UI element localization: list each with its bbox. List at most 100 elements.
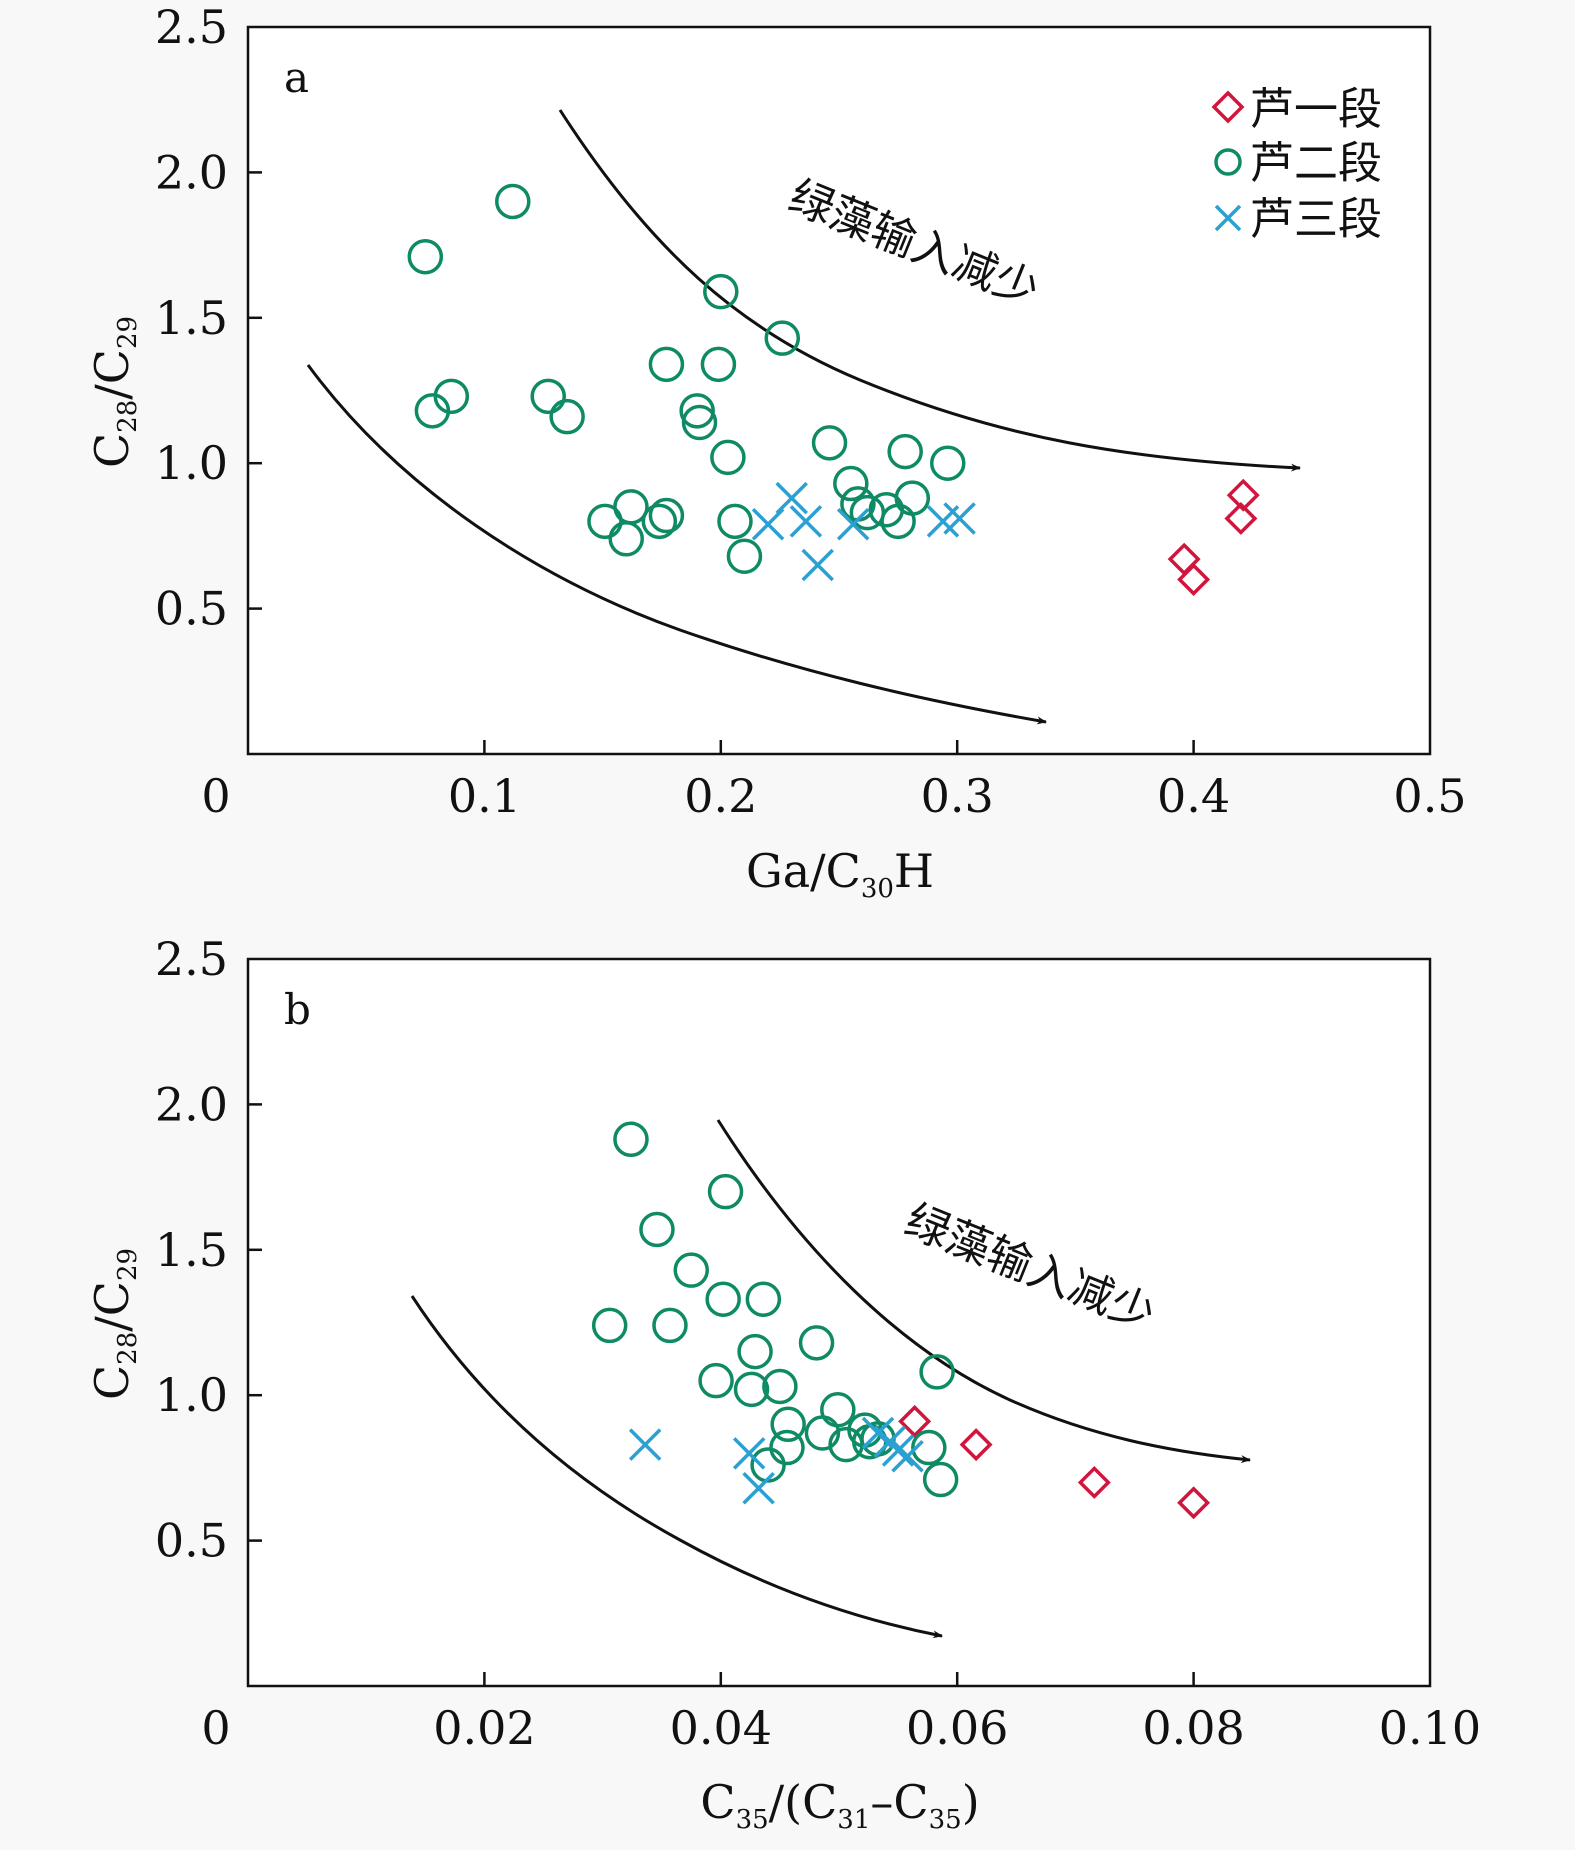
data-point-lu2 [707,1173,744,1210]
y-tick-label: 2.5 [155,932,228,986]
data-point-lu2 [681,404,718,441]
data-point-lu2 [919,1354,955,1390]
y-tick-label: 2.0 [155,145,228,199]
data-point-lu2 [911,1429,947,1466]
tick-labels-a: 0 0.1 0.2 0.3 0.4 0.5 0.5 1.0 1.5 2.0 2.5 [155,0,1467,823]
data-point-lu2 [726,538,763,575]
data-point-lu2 [641,503,678,540]
y-tick-label: 1.5 [155,1223,228,1277]
data-point-lu3 [801,548,834,582]
data-point-lu3 [943,502,976,535]
x-axis-label-a: Ga/C30H [746,844,934,904]
data-point-lu2 [433,378,470,415]
data-point-lu2 [833,465,869,502]
data-point-lu2 [762,1368,798,1405]
data-points-a [407,183,1260,596]
legend-label-lu2: 芦二段 [1250,138,1382,189]
data-point-lu2 [591,1307,628,1344]
y-axis-label-a: C28/C29 [85,316,143,468]
y-tick-label: 2.5 [155,0,228,54]
data-point-lu2 [922,1461,959,1498]
legend-marker-lu1 [1211,90,1245,124]
data-point-lu2 [811,425,848,461]
data-point-lu1 [959,1428,993,1462]
data-point-lu2 [705,1281,741,1317]
x-tick-label: 0.4 [1157,769,1230,823]
data-point-lu2 [549,398,585,435]
data-point-lu3 [891,1440,924,1473]
y-tick-label: 0.5 [155,582,228,636]
data-point-lu1 [1177,563,1211,596]
data-point-lu2 [894,480,931,516]
data-point-lu2 [717,503,753,540]
data-point-lu2 [679,393,715,429]
panel-label-b: b [284,985,311,1034]
data-point-lu2 [495,183,531,220]
y-axis-label-b: C28/C29 [85,1248,143,1400]
data-point-lu2 [700,346,737,383]
legend-marker-lu3 [1214,204,1242,232]
data-point-lu3 [751,508,785,541]
data-point-lu2 [530,378,566,415]
plot-area-a [246,25,1432,756]
x-tick-label: 0.10 [1379,1701,1481,1755]
tick-labels-b: 0 0.02 0.04 0.06 0.08 0.10 0.5 1.0 1.5 2.0 2.5 [155,932,1481,1755]
legend-marker-lu2 [1214,148,1242,176]
data-point-lu2 [608,521,644,557]
trend-arrow-upper-a [558,109,1301,472]
data-point-lu3 [836,508,870,541]
plot-area-b [246,957,1432,1688]
data-point-lu2 [770,1406,806,1443]
data-point-lu2 [407,238,444,275]
data-point-lu2 [745,1281,782,1317]
data-points-b [591,1121,1211,1520]
data-point-lu2 [804,1415,841,1451]
data-point-lu2 [652,1307,688,1344]
x-axis-label-b: C35/(C31–C35) [700,1775,979,1835]
data-point-lu2 [648,497,685,534]
data-point-lu3 [732,1437,766,1470]
data-point-lu1 [1224,501,1258,535]
x-tick-label: 0.3 [921,769,994,823]
data-point-lu3 [742,1472,775,1505]
legend-label-lu1: 芦一段 [1250,84,1382,135]
y-tick-label: 1.0 [155,1368,228,1422]
x-tick-label: 0.5 [1393,769,1466,823]
data-point-lu3 [789,505,823,538]
legend-label-lu3: 芦三段 [1250,194,1382,245]
data-point-lu2 [648,346,685,383]
data-point-lu3 [775,481,808,515]
trend-arrow-lower-b [410,1295,943,1639]
x-tick-label: 0.02 [433,1701,535,1755]
x-tick-label: 0 [201,769,230,823]
x-tick-label: 0.2 [684,769,757,823]
data-point-lu3 [628,1428,662,1461]
data-point-lu1 [1077,1465,1111,1499]
y-tick-label: 0.5 [155,1514,228,1568]
data-point-lu2 [737,1333,773,1370]
data-point-lu1 [1177,1486,1211,1520]
x-tick-label: 0.04 [670,1701,772,1755]
y-tick-label: 1.0 [155,436,228,490]
data-point-lu2 [613,1121,649,1158]
data-point-lu2 [733,1371,770,1408]
ticks-a [248,171,1195,754]
data-point-lu2 [698,1362,734,1399]
panel-b: 0 0.02 0.04 0.06 0.08 0.100.51.01.52.02.5 b 绿… [85,932,1481,1835]
data-point-lu2 [887,433,923,470]
data-point-lu2 [710,439,746,476]
x-tick-label: 0.1 [448,769,521,823]
legend: 芦一段 芦二段 芦三段 [1211,84,1382,245]
trend-arrow-lower-a [306,364,1047,725]
data-point-lu2 [798,1325,835,1361]
data-point-lu2 [929,445,966,481]
data-point-lu2 [639,1211,675,1248]
trend-arrow-upper-b [716,1119,1251,1464]
data-point-lu1 [898,1404,932,1438]
panel-a: 0 0.1 0.2 0.3 0.4 0.50.51.01.52.02.5 a 绿藻输入减少… [85,0,1467,904]
data-point-lu2 [703,273,739,310]
y-tick-label: 1.5 [155,291,228,345]
panel-label-a: a [284,53,309,102]
x-tick-label: 0.06 [906,1701,1008,1755]
